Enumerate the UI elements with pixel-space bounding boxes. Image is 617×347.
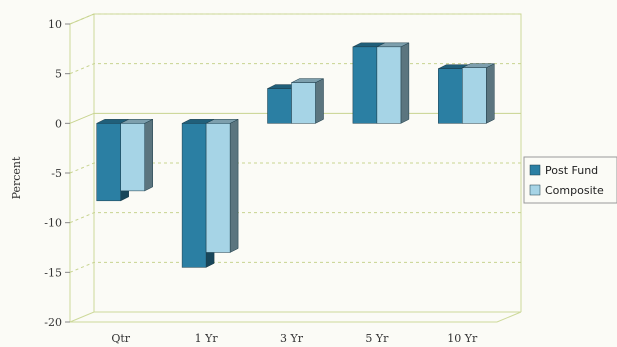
floor-front-edge [70, 311, 522, 323]
bar-composite-3-yr [291, 78, 324, 124]
bar-front [462, 67, 487, 124]
x-tick-label: Qtr [111, 332, 130, 345]
legend-swatch [529, 184, 541, 196]
bar-front [120, 123, 145, 192]
y-axis-ticks: 10 5 0 -5 -10 -15 -20 [44, 18, 70, 329]
x-tick-label: 10 Yr [447, 332, 478, 345]
y-axis-label: Percent [10, 156, 23, 199]
legend-swatch [529, 164, 541, 176]
bar-front [205, 123, 231, 253]
y-tick-label: -5 [51, 167, 62, 180]
gridline [69, 261, 521, 273]
y-tick-label: 5 [55, 68, 62, 81]
bar-front [291, 82, 316, 124]
bar-side [486, 63, 495, 124]
legend-label: Post Fund [545, 164, 598, 177]
x-tick-label: 1 Yr [195, 332, 219, 345]
y-tick-label: -15 [44, 266, 62, 279]
legend-box [523, 156, 617, 204]
gridline [69, 63, 521, 75]
y-tick-label: 10 [48, 18, 62, 31]
legend-label: Composite [545, 184, 604, 197]
legend: Post Fund Composite [523, 156, 617, 204]
bar-composite-5-yr [376, 42, 410, 124]
y-tick-label: 0 [55, 117, 62, 130]
x-tick-label: 3 Yr [280, 332, 304, 345]
bar-side [315, 78, 324, 124]
chart-gridlines [69, 13, 521, 273]
y-tick-label: -10 [44, 217, 62, 230]
y-tick-label: -20 [44, 316, 62, 329]
bar-front [267, 88, 292, 124]
bar-front [96, 123, 121, 202]
gridline [69, 212, 521, 224]
gridline [69, 162, 521, 174]
bar-side [144, 118, 153, 192]
bar-front [352, 46, 378, 124]
bar-front [376, 46, 402, 124]
bar-side [400, 42, 410, 124]
bar-front [438, 68, 463, 124]
x-axis-ticks: Qtr 1 Yr 3 Yr 5 Yr 10 Yr [111, 332, 478, 345]
bar-front [181, 123, 207, 268]
bar-composite-10-yr [462, 63, 495, 124]
bar-side [229, 118, 239, 253]
floor-back-edge [69, 311, 521, 323]
bar-composite-qtr [120, 118, 153, 192]
gridline [69, 13, 521, 25]
bar-composite-1-yr [205, 118, 239, 253]
x-tick-label: 5 Yr [365, 332, 389, 345]
bars [96, 42, 495, 268]
